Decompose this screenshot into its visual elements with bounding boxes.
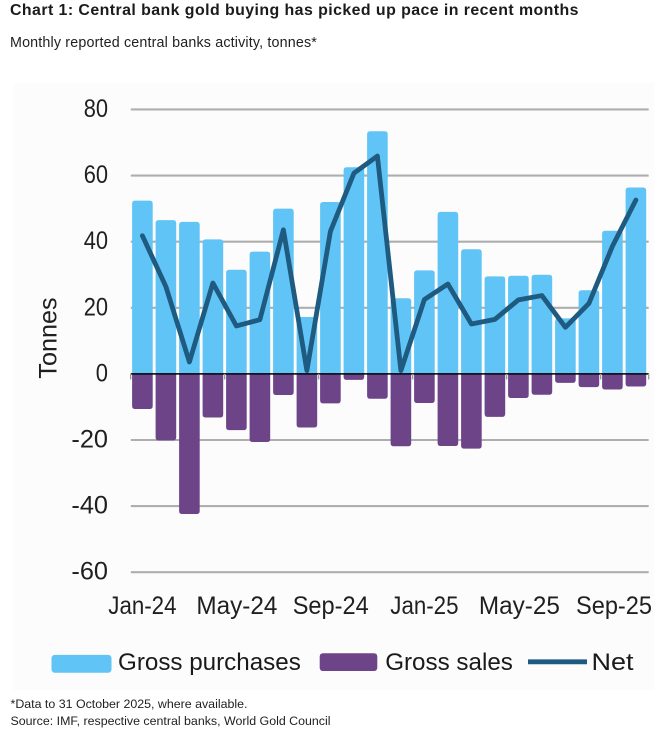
svg-text:80: 80	[84, 95, 108, 123]
svg-text:20: 20	[84, 293, 108, 321]
svg-text:60: 60	[84, 161, 108, 189]
svg-text:-40: -40	[71, 492, 108, 520]
svg-text:May-24: May-24	[196, 592, 277, 620]
svg-text:Jan-25: Jan-25	[390, 592, 458, 620]
svg-text:Net: Net	[592, 649, 634, 676]
svg-text:Tonnes: Tonnes	[35, 297, 63, 378]
svg-text:Gross purchases: Gross purchases	[118, 649, 301, 676]
svg-text:Gross sales: Gross sales	[385, 649, 513, 676]
svg-text:May-25: May-25	[479, 592, 560, 620]
svg-text:40: 40	[84, 227, 108, 255]
svg-text:Sep-25: Sep-25	[576, 592, 652, 620]
svg-text:Sep-24: Sep-24	[293, 592, 369, 620]
svg-text:Jan-24: Jan-24	[108, 592, 176, 620]
svg-text:-60: -60	[71, 558, 108, 586]
svg-text:0: 0	[96, 359, 108, 387]
svg-text:-20: -20	[71, 426, 108, 454]
